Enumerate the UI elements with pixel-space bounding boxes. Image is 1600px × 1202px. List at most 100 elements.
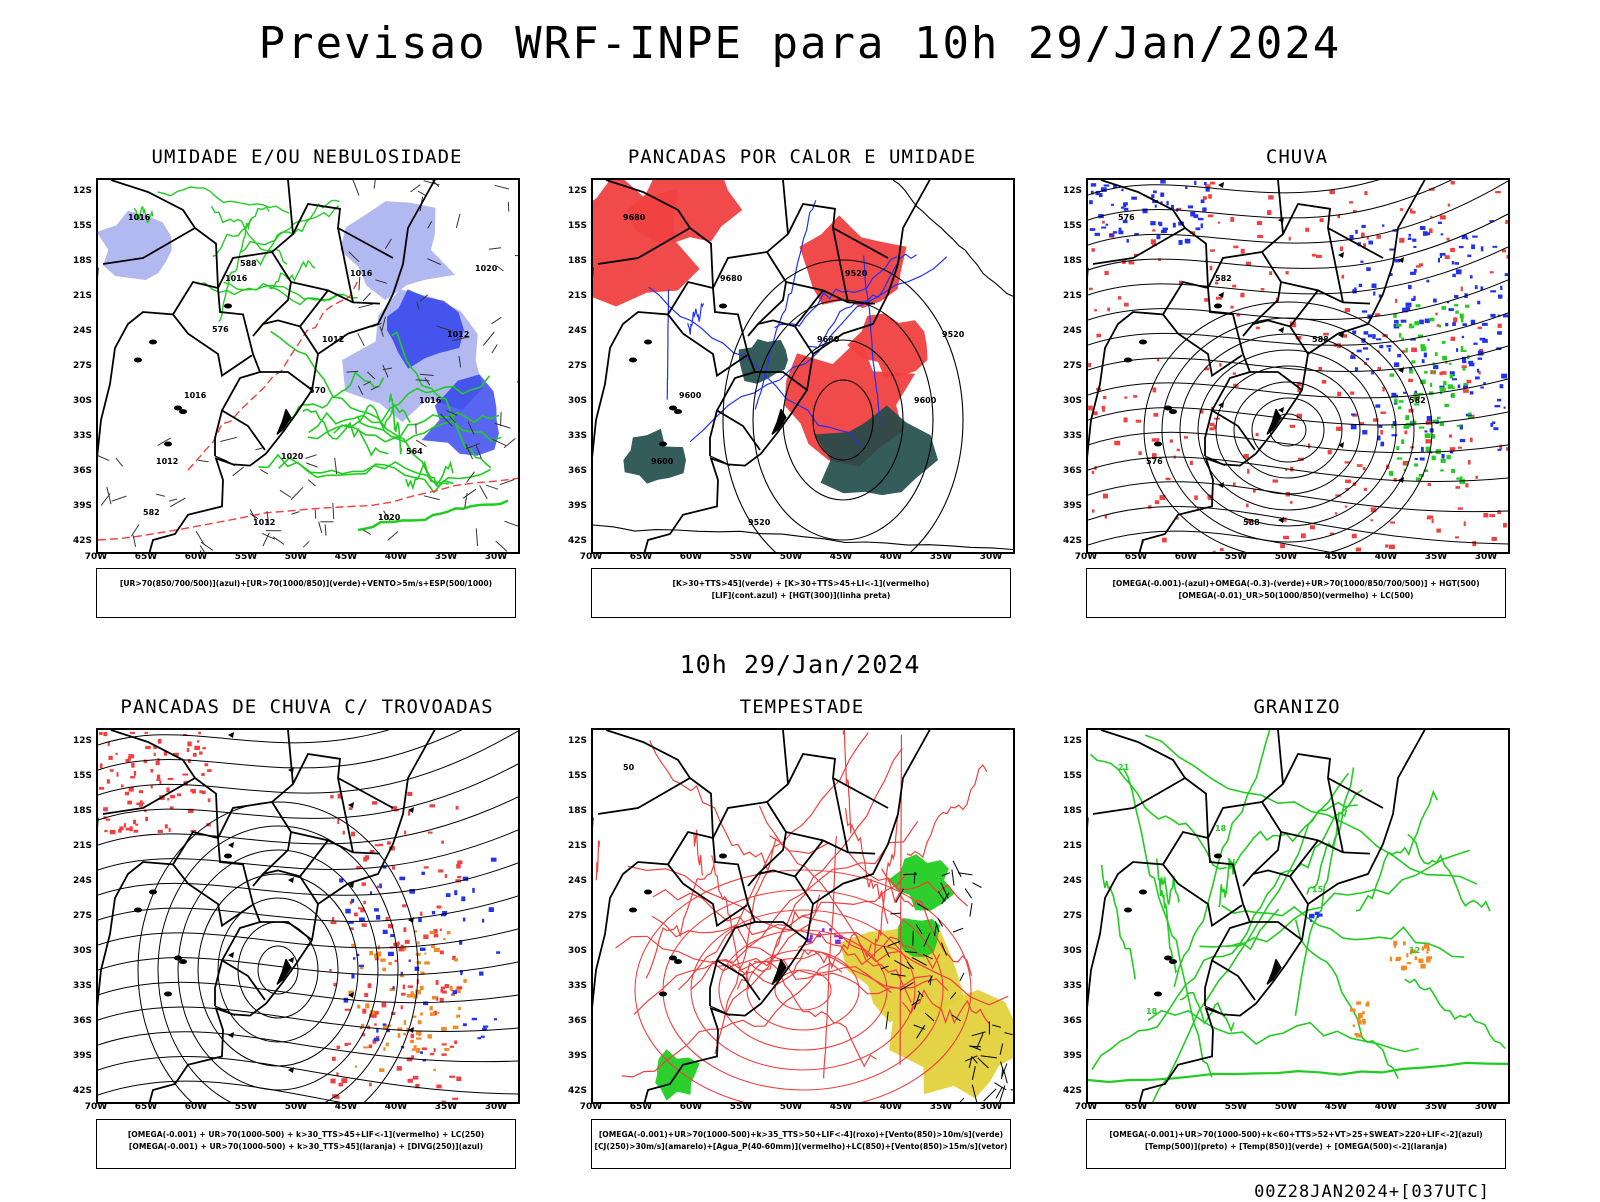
rain-area-red	[1381, 412, 1386, 414]
wind-vector	[965, 889, 972, 899]
thunderstorm-area-orange	[427, 1034, 431, 1038]
wind-vector	[233, 467, 244, 476]
rain-area-red	[1290, 501, 1293, 504]
thunderstorm-area-red	[440, 951, 444, 955]
rain-area-blue	[1426, 280, 1429, 283]
rain-area-blue	[1201, 223, 1203, 228]
rain-area-blue	[1153, 190, 1157, 193]
thunderstorm-area-red	[441, 987, 445, 990]
rain-area-red	[1210, 266, 1213, 271]
thunderstorm-area-red	[145, 746, 151, 749]
latitude-tick-label: 12S	[1058, 736, 1082, 746]
rain-area-red	[1404, 430, 1407, 434]
wind-vector	[492, 317, 502, 324]
wind-vector	[501, 412, 502, 426]
wind-vector	[418, 191, 426, 195]
divergence-area-blue	[478, 1037, 482, 1039]
longitude-tick-label: 50W	[774, 1102, 808, 1112]
divergence-area-blue	[463, 1023, 467, 1026]
rain-area-blue	[1452, 274, 1455, 277]
panel-legend: [OMEGA(-0.001)-(azul)+OMEGA(-0.3)-(verde…	[1086, 568, 1506, 618]
rain-area-red	[1305, 228, 1309, 232]
rain-area-green	[1454, 304, 1458, 307]
rain-area-red	[1475, 476, 1478, 479]
thunderstorm-area-red	[450, 1046, 454, 1048]
latitude-tick-label: 27S	[563, 911, 587, 921]
contour-label: 50	[623, 763, 635, 772]
rain-area-green	[1414, 463, 1418, 466]
legend-line: [K>30+TTS>45](verde) + [K>30+TTS>45+LI<-…	[592, 578, 1010, 590]
rain-area-red	[1312, 254, 1316, 257]
divergence-area-blue	[353, 957, 356, 959]
longitude-tick-label: 45W	[329, 552, 363, 562]
longitude-tick-label: 35W	[429, 1102, 463, 1112]
latitude-tick-label: 24S	[68, 326, 92, 336]
rain-area-green	[1451, 469, 1455, 473]
thunderstorm-area-orange	[412, 1048, 416, 1051]
rain-area-blue	[1452, 261, 1454, 264]
thunderstorm-area-red	[208, 798, 211, 802]
rain-area-green	[1451, 393, 1454, 398]
wind-vector	[169, 499, 177, 501]
rain-area-red	[1118, 296, 1121, 299]
latitude-tick-label: 36S	[1058, 1016, 1082, 1026]
contour-label: 9600	[914, 396, 937, 405]
latitude-tick-label: 15S	[1058, 221, 1082, 231]
wind-vector	[196, 531, 204, 545]
rain-area-red	[1455, 536, 1459, 538]
rain-area-blue	[1438, 222, 1442, 224]
page-title: Previsao WRF-INPE para 10h 29/Jan/2024	[0, 18, 1600, 69]
rain-area-blue	[1104, 184, 1110, 186]
rain-area-green	[1397, 457, 1403, 459]
thunderstorm-area-red	[121, 784, 123, 787]
thunderstorm-area-red	[193, 753, 197, 757]
wind-vector	[480, 485, 488, 499]
wind-area-green	[655, 1049, 700, 1100]
rain-area-red	[1104, 271, 1108, 275]
rain-area-green	[1461, 350, 1467, 352]
longitude-tick-label: 65W	[624, 552, 658, 562]
divergence-area-blue	[379, 884, 382, 889]
rain-area-green	[1414, 321, 1419, 325]
legend-line: [UR>70(850/700/500)](azul)+[UR>70(1000/8…	[97, 578, 515, 590]
thunderstorm-area-red	[398, 942, 400, 945]
thunderstorm-area-red	[403, 985, 405, 990]
divergence-area-blue	[481, 1036, 485, 1038]
temperature-850-contour-green	[1405, 979, 1505, 1048]
wind-vector	[347, 371, 359, 372]
rain-area-green	[1390, 473, 1394, 476]
rain-area-red	[1506, 447, 1508, 451]
thunderstorm-area-orange	[416, 1048, 420, 1053]
thunderstorm-area-red	[202, 747, 205, 749]
rain-area-red	[1427, 515, 1433, 518]
rain-area-blue	[1394, 320, 1399, 324]
thunderstorm-area-red	[436, 996, 438, 1000]
temperature-850-contour-green	[1219, 859, 1234, 908]
legend-line: [OMEGA(-0.001) + UR>70(1000-500) + k>30_…	[97, 1141, 515, 1153]
rain-area-red	[1385, 544, 1388, 547]
rain-area-blue	[1452, 322, 1456, 326]
panel-legend: [OMEGA(-0.001)+UR>70(1000-500)+k>35_TTS>…	[591, 1119, 1011, 1169]
streamline-arrow	[1218, 182, 1224, 188]
thunderstorm-area-red	[168, 778, 174, 780]
thunderstorm-area-orange	[443, 938, 445, 940]
thunderstorm-area-red	[423, 935, 428, 940]
rain-area-blue	[1190, 212, 1195, 217]
rain-area-red	[1450, 248, 1455, 252]
streamline-arrow	[288, 877, 294, 883]
rain-area-blue	[1501, 374, 1507, 379]
rain-area-blue	[1360, 261, 1363, 263]
rain-area-green	[1399, 400, 1404, 402]
thunderstorm-area-red	[401, 945, 404, 947]
wind-vector	[495, 185, 509, 189]
rain-area-blue	[1419, 320, 1424, 325]
rain-area-blue	[1401, 320, 1407, 323]
latitude-tick-label: 36S	[68, 466, 92, 476]
rain-area-red	[1458, 507, 1463, 509]
rain-area-green	[1442, 387, 1446, 391]
latitude-tick-label: 15S	[563, 771, 587, 781]
longitude-tick-label: 45W	[329, 1102, 363, 1112]
thunderstorm-area-red	[188, 759, 191, 763]
omega-area-orange	[1424, 944, 1430, 948]
